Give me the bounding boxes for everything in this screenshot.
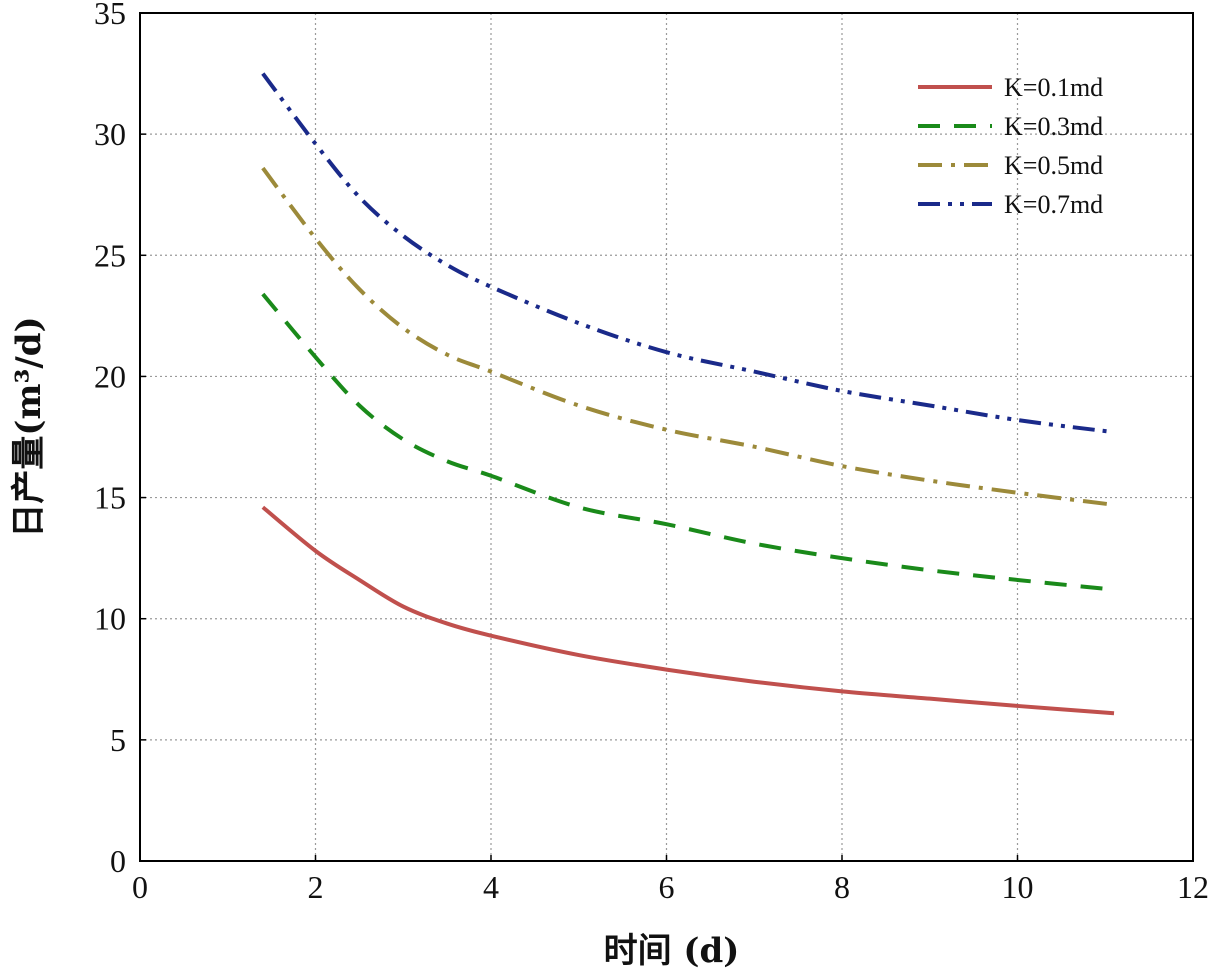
axis-ticks: 0 2 4 6 8 10 12 0 5 10 15 20 25 30 35 bbox=[94, 0, 1209, 905]
y-tick-label: 35 bbox=[94, 0, 126, 31]
grid-lines bbox=[140, 13, 1193, 861]
legend-label-4: K=0.7md bbox=[1004, 190, 1103, 219]
x-tick-label: 8 bbox=[834, 869, 850, 905]
legend: K=0.1md K=0.3md K=0.5md K=0.7md bbox=[918, 73, 1103, 219]
y-tick-label: 25 bbox=[94, 237, 126, 273]
series-line-3 bbox=[261, 166, 1115, 507]
y-tick-label: 5 bbox=[110, 722, 126, 758]
x-tick-label: 12 bbox=[1177, 869, 1209, 905]
y-tick-label: 15 bbox=[94, 480, 126, 516]
x-axis-title: 时间 (d) bbox=[604, 931, 740, 971]
y-tick-label: 20 bbox=[94, 358, 126, 394]
y-axis-title: 日产量(m³/d) bbox=[9, 316, 49, 537]
y-tick-label: 10 bbox=[94, 601, 126, 637]
y-tick-label: 30 bbox=[94, 116, 126, 152]
legend-label-2: K=0.3md bbox=[1004, 112, 1103, 141]
legend-label-1: K=0.1md bbox=[1004, 73, 1103, 102]
x-tick-label: 6 bbox=[659, 869, 675, 905]
x-tick-label: 4 bbox=[483, 869, 499, 905]
x-tick-label: 0 bbox=[132, 869, 148, 905]
series-layer bbox=[261, 72, 1115, 716]
series-line-1 bbox=[261, 505, 1115, 716]
y-tick-label: 0 bbox=[110, 843, 126, 879]
legend-label-3: K=0.5md bbox=[1004, 151, 1103, 180]
x-tick-label: 10 bbox=[1002, 869, 1034, 905]
series-line-2 bbox=[261, 292, 1115, 592]
x-tick-label: 2 bbox=[308, 869, 324, 905]
series-line-4 bbox=[261, 72, 1115, 435]
